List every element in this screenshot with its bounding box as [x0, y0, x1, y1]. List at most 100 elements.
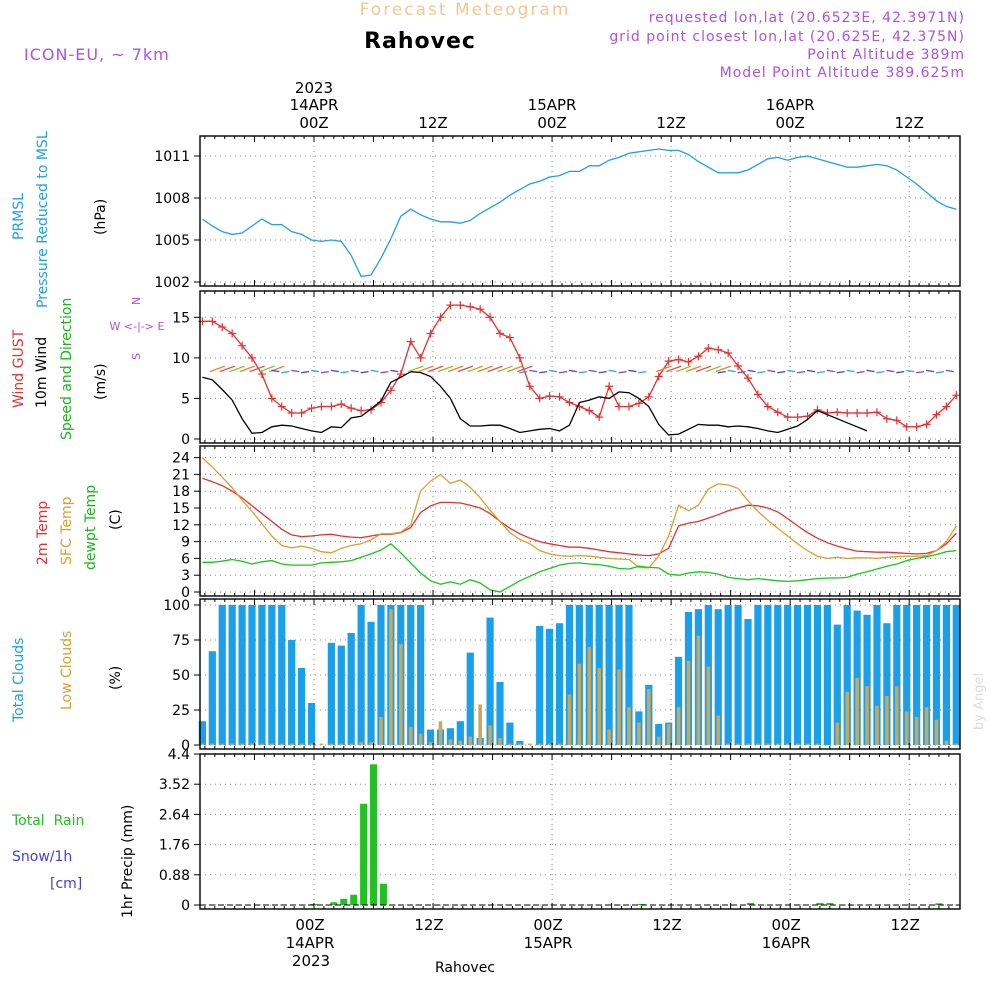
gust-point: [684, 357, 693, 366]
wind-direction-arrow: [408, 365, 424, 373]
low-cloud-bar: [369, 742, 373, 745]
low-cloud-bar: [666, 724, 671, 745]
model-altitude: Model Point Altitude 389.625m: [720, 65, 965, 81]
low-cloud-bar: [597, 668, 601, 745]
low-cloud-bar: [587, 647, 592, 745]
panel-frame: [199, 753, 961, 910]
rain-bar: [379, 883, 387, 905]
wind-direction-arrow: [705, 365, 722, 373]
chart-title: Forecast Meteogram: [360, 0, 571, 20]
total-cloud-bar: [784, 605, 792, 745]
y-tick-label: 0: [181, 585, 190, 601]
y-tick-label: 10: [172, 351, 190, 367]
y-tick-label: 1005: [154, 233, 190, 249]
total-cloud-bar: [774, 605, 782, 745]
dewpt-label: dewpt Temp: [83, 485, 99, 570]
wind-direction-arrow: [497, 365, 513, 373]
total-cloud-bar: [337, 645, 345, 745]
low-cloud-bar: [954, 743, 959, 745]
wind-direction-arrow: [320, 371, 329, 374]
gust-point: [694, 352, 703, 361]
wind-direction-arrow: [529, 369, 538, 373]
wind-direction-arrow: [281, 371, 290, 374]
pressure-unit: (hPa): [93, 199, 109, 235]
rain-bar: [637, 903, 645, 905]
gust-point: [466, 302, 475, 311]
low-cloud-bar: [537, 743, 542, 745]
gust-point: [704, 344, 713, 353]
wind-direction-arrow: [330, 369, 339, 373]
wind-direction-arrow: [665, 365, 682, 373]
top-hour-label: 00Z: [775, 114, 804, 132]
gust-point: [238, 341, 247, 350]
low-cloud-bar: [835, 722, 840, 745]
gust-point: [248, 353, 256, 362]
gust-point: [863, 409, 872, 418]
wind-direction-arrow: [588, 369, 597, 373]
y-tick-label: 50: [172, 668, 190, 684]
gust-point: [208, 317, 217, 326]
low-cloud-bar: [815, 743, 820, 745]
gust-point: [446, 301, 455, 310]
gust-point: [753, 390, 762, 399]
y-tick-label: 0: [181, 432, 190, 448]
total-cloud-bar: [724, 605, 732, 745]
gust-point: [872, 408, 881, 417]
gust-point: [773, 408, 782, 417]
low-cloud-bar: [438, 721, 443, 745]
gust-point: [734, 361, 743, 370]
low-cloud-bar: [518, 743, 522, 745]
wind-direction-arrow: [558, 371, 568, 374]
low-cloud-bar: [656, 736, 661, 745]
gust-point: [337, 400, 346, 409]
top-date-label: 14APR: [290, 96, 339, 114]
total-cloud-bar: [298, 668, 306, 745]
y-tick-label: 3.52: [159, 777, 190, 793]
precip-axis-label: 1hr Precip (mm): [120, 805, 136, 918]
total-cloud-bar: [446, 728, 454, 745]
sfc-temp-line: [201, 457, 957, 569]
wind-direction-arrow: [836, 371, 845, 374]
low-cloud-bar: [686, 661, 691, 745]
low-cloud-bar: [904, 711, 909, 745]
bottom-hour-label: 12Z: [891, 916, 920, 934]
gust-point: [932, 410, 941, 419]
total-cloud-bar: [278, 605, 286, 745]
gust-point: [565, 398, 574, 407]
gust-point: [624, 402, 633, 411]
wind-direction-arrow: [340, 371, 349, 374]
total-cloud-bar: [546, 628, 554, 745]
total-cloud-bar: [208, 651, 216, 745]
gust-point: [297, 409, 306, 418]
grid-point-coords: grid point closest lon,lat (20.625E, 42.…: [609, 29, 965, 45]
total-cloud-bar: [942, 605, 950, 745]
wind-direction-arrow: [578, 371, 587, 374]
total-cloud-bar: [486, 617, 494, 745]
top-hour-label: 00Z: [537, 114, 566, 132]
low-cloud-bar: [756, 743, 760, 745]
prmsl-label: PRMSL: [11, 193, 27, 240]
gust-point: [476, 305, 485, 314]
gust-point: [327, 402, 336, 411]
low-cloud-bar: [329, 743, 334, 745]
low-cloud-bar: [934, 719, 939, 745]
wind-direction-arrow: [380, 371, 389, 374]
gust-point: [515, 353, 524, 362]
wind-direction-arrow: [259, 365, 275, 373]
low-cloud-bar: [488, 725, 492, 745]
gust-point: [654, 372, 663, 381]
low-cloud-bar: [567, 694, 572, 745]
low-cloud-bar: [775, 743, 780, 745]
total-cloud-bar: [555, 623, 564, 745]
low-cloud-bar: [289, 743, 294, 745]
low-cloud-bar: [428, 742, 433, 745]
location-title: Rahovec: [364, 29, 476, 54]
total-cloud-bar: [516, 740, 524, 745]
gust-point: [942, 402, 951, 411]
low-cloud-bar: [795, 743, 800, 745]
gust-point: [882, 414, 891, 423]
total-cloud-bar: [655, 724, 663, 745]
gust-point: [287, 409, 296, 418]
gust-point: [793, 413, 802, 422]
wind-direction-arrow: [925, 369, 935, 373]
